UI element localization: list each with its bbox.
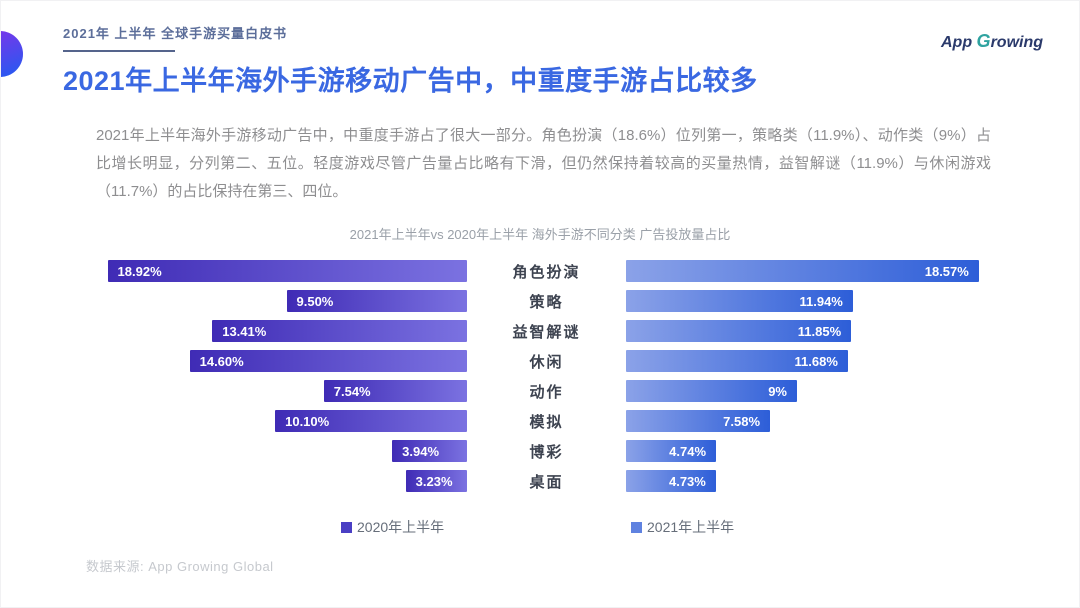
bar-2021-6: 4.74% [626,440,717,462]
bar-value-2020: 18.92% [117,263,162,279]
logo-text-rowing: rowing [990,34,1043,51]
bar-2020-0: 18.92% [107,260,467,282]
legend-item-2021: 2021年上半年 [631,517,734,537]
chart-legend: 2020年上半年 2021年上半年 [1,517,1079,537]
chart-title: 2021年上半年vs 2020年上半年 海外手游不同分类 广告投放量占比 [349,227,731,242]
bar-value-2021: 18.57% [924,263,969,279]
bar-2020-4: 7.54% [323,380,467,402]
bar-value-2020: 3.23% [415,473,453,489]
bar-2020-6: 3.94% [392,440,467,462]
category-label: 动作 [529,383,564,401]
bar-2021-1: 11.94% [626,290,853,312]
category-label: 策略 [529,293,564,311]
logo-text-app: App [940,34,973,51]
bar-value-2021: 4.74% [669,443,707,459]
bar-value-2020: 14.60% [199,353,244,369]
bar-2021-2: 11.85% [626,320,852,342]
chart-row: 18.92% 角色扮演 18.57% [81,256,1001,286]
bar-2021-5: 7.58% [626,410,771,432]
tornado-chart: 18.92% 角色扮演 18.57% 9.50% 策略 11.94% 13.41% 益智解谜 1… [81,256,1001,496]
doc-title: 2021年 上半年 全球手游买量白皮书 [63,26,288,41]
category-label: 休闲 [529,353,564,371]
data-source-note: 数据来源: App Growing Global [86,559,274,574]
bar-2021-0: 18.57% [626,260,979,282]
bar-value-2021: 11.85% [797,323,842,339]
bar-value-2021: 7.58% [723,413,761,429]
legend-swatch-2020 [341,521,352,533]
bar-2020-5: 10.10% [275,410,467,432]
logo-letter-g: G [976,31,991,51]
app-growing-logo: App Growing [941,31,1043,52]
legend-label-2021: 2021年上半年 [647,519,735,535]
chart-row: 13.41% 益智解谜 11.85% [81,316,1001,346]
chart-row: 7.54% 动作 9% [81,376,1001,406]
bar-value-2021: 9% [768,383,787,399]
bar-value-2021: 4.73% [668,473,706,489]
chart-row: 14.60% 休闲 11.68% [81,346,1001,376]
intro-paragraph: 2021年上半年海外手游移动广告中，中重度手游占了很大一部分。角色扮演（18.6… [96,127,991,200]
chart-row: 3.23% 桌面 4.73% [81,466,1001,496]
category-label: 桌面 [529,473,564,491]
bar-2020-1: 9.50% [286,290,467,312]
page-title: 2021年上半年海外手游移动广告中，中重度手游占比较多 [63,66,758,96]
bar-value-2021: 11.68% [794,353,838,369]
accent-blob-decoration [1,31,23,77]
category-label: 益智解谜 [512,323,581,341]
legend-item-2020: 2020年上半年 [341,517,444,537]
chart-row: 10.10% 模拟 7.58% [81,406,1001,436]
bar-2021-7: 4.73% [626,470,716,492]
bar-2020-3: 14.60% [189,350,467,372]
chart-row: 3.94% 博彩 4.74% [81,436,1001,466]
bar-value-2020: 3.94% [402,443,440,459]
bar-value-2020: 7.54% [333,383,371,399]
bar-value-2020: 13.41% [222,323,267,339]
category-label: 角色扮演 [512,263,581,281]
legend-swatch-2021 [631,521,642,533]
bar-2020-2: 13.41% [212,320,467,342]
legend-label-2020: 2020年上半年 [357,519,445,535]
bar-2020-7: 3.23% [405,470,467,492]
category-label: 博彩 [529,443,564,461]
bar-value-2020: 9.50% [296,293,334,309]
doc-header: 2021年 上半年 全球手游买量白皮书 [63,23,287,52]
category-label: 模拟 [529,413,564,431]
bar-value-2020: 10.10% [285,413,330,429]
bar-2021-3: 11.68% [626,350,848,372]
bar-value-2021: 11.94% [799,293,843,309]
chart-row: 9.50% 策略 11.94% [81,286,1001,316]
doc-title-underline [63,50,175,52]
bar-2021-4: 9% [626,380,797,402]
